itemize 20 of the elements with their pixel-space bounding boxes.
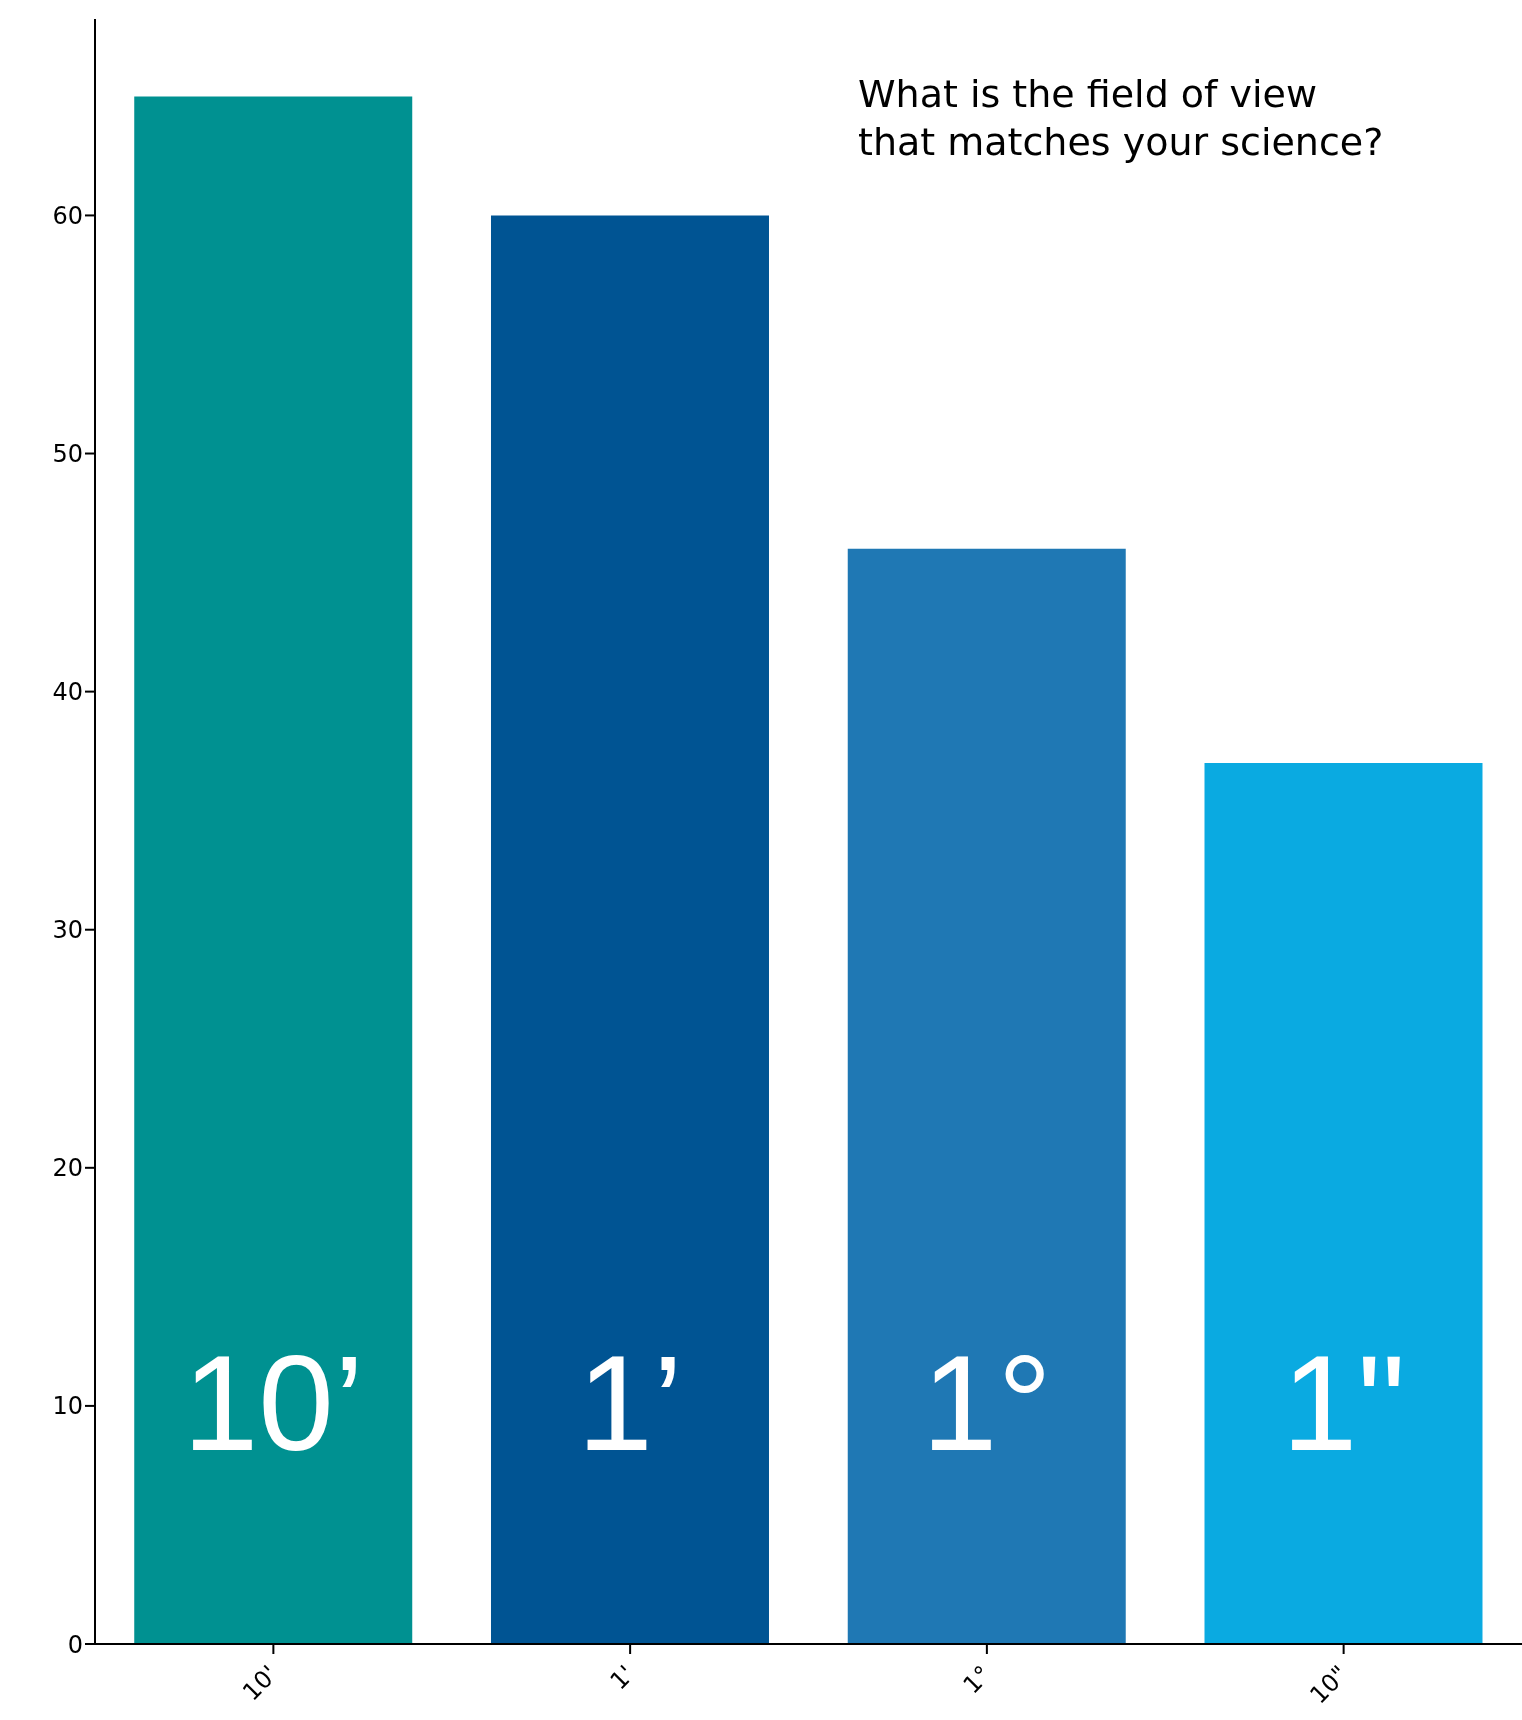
annotation: 10’ bbox=[181, 1327, 366, 1479]
bar bbox=[1204, 763, 1483, 1644]
y-tick-label: 30 bbox=[52, 916, 83, 945]
y-tick-label: 60 bbox=[52, 201, 83, 230]
bar bbox=[134, 96, 413, 1644]
x-tick-label: 1' bbox=[604, 1660, 641, 1696]
x-tick-label: 10" bbox=[1304, 1660, 1354, 1710]
bar bbox=[847, 548, 1126, 1644]
annotation: What is the field of view that matches your science? bbox=[858, 71, 1384, 166]
x-tick-label: 1° bbox=[957, 1660, 997, 1700]
y-tick-label: 20 bbox=[52, 1154, 83, 1183]
x-tick-label: 10' bbox=[237, 1660, 284, 1707]
y-tick-label: 10 bbox=[52, 1392, 83, 1421]
bar bbox=[490, 215, 769, 1644]
annotation: 1’ bbox=[576, 1327, 685, 1479]
y-tick-label: 50 bbox=[52, 440, 83, 469]
annotation: 1° bbox=[920, 1327, 1053, 1479]
y-tick-label: 0 bbox=[67, 1630, 83, 1659]
y-tick-label: 40 bbox=[52, 678, 83, 707]
annotation: 1" bbox=[1280, 1327, 1407, 1479]
